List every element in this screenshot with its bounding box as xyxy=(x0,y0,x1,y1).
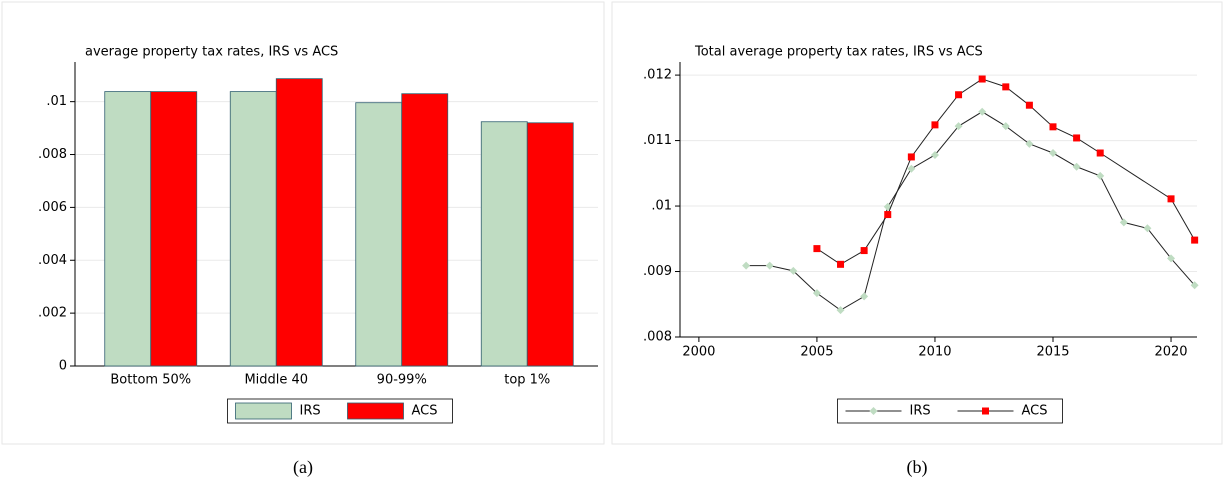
legend-marker xyxy=(982,407,989,415)
marker xyxy=(1167,254,1176,263)
marker xyxy=(789,266,798,275)
y-tick-label: 0 xyxy=(59,359,67,374)
y-tick-label: .008 xyxy=(643,330,672,345)
caption: (b) xyxy=(907,457,928,478)
legend-label: IRS xyxy=(910,404,931,419)
chart-title: average property tax rates, IRS vs ACS xyxy=(85,45,338,60)
x-tick-label: 2000 xyxy=(682,345,715,360)
marker xyxy=(836,306,845,315)
marker xyxy=(1025,139,1034,148)
y-tick-label: .01 xyxy=(46,94,67,109)
marker xyxy=(978,107,987,116)
x-tick-label: 2005 xyxy=(800,345,833,360)
marker xyxy=(765,261,774,270)
bar xyxy=(480,121,528,367)
legend-label: ACS xyxy=(1022,404,1048,419)
marker xyxy=(1191,236,1199,244)
x-tick-label: 2015 xyxy=(1036,345,1069,360)
line xyxy=(746,111,1196,311)
bar xyxy=(275,78,323,367)
bar xyxy=(355,102,403,367)
marker xyxy=(931,121,939,129)
marker xyxy=(1096,171,1105,180)
x-tick-label: 2010 xyxy=(918,345,951,360)
y-tick-label: .006 xyxy=(38,200,67,215)
bar xyxy=(401,93,449,367)
marker xyxy=(1073,134,1081,142)
y-tick-label: .008 xyxy=(38,147,67,162)
marker xyxy=(1143,224,1152,233)
marker xyxy=(860,247,868,255)
bar xyxy=(104,91,152,367)
marker xyxy=(1025,101,1033,109)
panel-frame xyxy=(611,1,1223,445)
marker xyxy=(1002,83,1010,91)
y-tick-label: .012 xyxy=(643,68,672,83)
marker xyxy=(812,289,821,298)
marker xyxy=(1119,218,1128,227)
bar xyxy=(526,122,574,367)
marker xyxy=(907,164,916,173)
legend-label: ACS xyxy=(412,404,438,419)
line xyxy=(816,78,1196,265)
legend-label: IRS xyxy=(300,404,321,419)
marker xyxy=(860,292,869,301)
marker xyxy=(1048,149,1057,158)
marker xyxy=(1190,281,1199,290)
y-tick-label: .002 xyxy=(38,306,67,321)
chart-title: Total average property tax rates, IRS vs… xyxy=(694,45,983,60)
legend-swatch xyxy=(235,402,292,420)
marker xyxy=(1096,149,1104,157)
bar xyxy=(229,91,277,367)
x-tick-label: 90-99% xyxy=(377,373,427,388)
marker xyxy=(837,260,845,268)
legend-swatch xyxy=(347,402,404,420)
marker xyxy=(742,261,751,270)
x-tick-label: top 1% xyxy=(504,373,550,388)
marker xyxy=(884,211,892,219)
x-tick-label: Middle 40 xyxy=(244,373,308,388)
marker xyxy=(930,150,939,159)
marker xyxy=(955,91,963,99)
marker xyxy=(1072,162,1081,171)
y-tick-label: .01 xyxy=(651,199,672,214)
marker xyxy=(1001,122,1010,131)
marker xyxy=(813,245,821,253)
y-tick-label: .009 xyxy=(643,264,672,279)
marker xyxy=(1167,195,1175,203)
x-tick-label: Bottom 50% xyxy=(110,373,191,388)
y-tick-label: .011 xyxy=(643,133,672,148)
x-tick-label: 2020 xyxy=(1154,345,1187,360)
caption: (a) xyxy=(293,457,313,478)
marker xyxy=(954,122,963,131)
marker xyxy=(1049,123,1057,131)
panel-frame xyxy=(1,1,605,445)
marker xyxy=(907,153,915,161)
y-tick-label: .004 xyxy=(38,253,67,268)
marker xyxy=(978,75,986,83)
bar xyxy=(150,91,198,367)
legend-marker xyxy=(869,407,878,415)
